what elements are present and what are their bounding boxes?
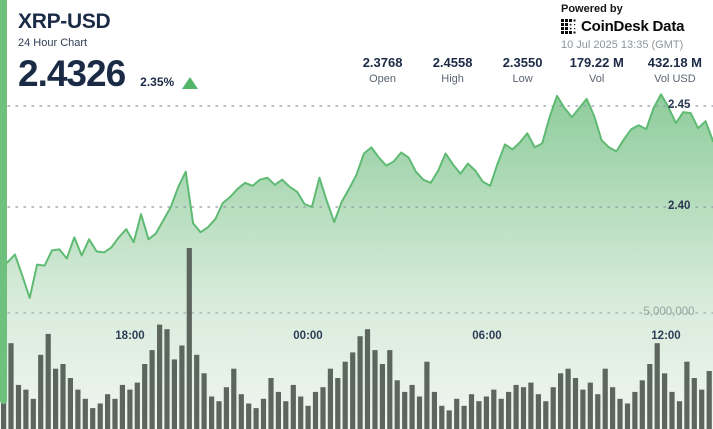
stat-label: High	[441, 73, 464, 85]
stat-value: 432.18 M	[647, 55, 702, 70]
stat-vol-usd: 432.18 M Vol USD	[648, 55, 702, 85]
price-axis-tick-bottom: 2.40	[668, 200, 691, 212]
trend-up-icon	[182, 77, 199, 90]
time-axis-tick: 06:00	[472, 330, 502, 342]
coindesk-brand-link[interactable]: CoinDesk Data	[561, 18, 697, 35]
stat-value: 179.22 M	[569, 55, 624, 70]
ohlcv-stats: 2.3768 Open 2.4558 High 2.3550 Low 179.22 M Vol…	[360, 55, 702, 85]
price-change-percent: 2.35%	[140, 75, 175, 90]
coindesk-logo-icon	[561, 18, 577, 35]
stat-value: 2.4558	[432, 55, 473, 70]
price-row: 2.4326 2.35%	[18, 53, 199, 94]
powered-by-label: Powered by	[561, 3, 623, 15]
stat-label: Open	[369, 73, 397, 85]
stat-open: 2.3768 Open	[360, 55, 406, 85]
coindesk-brand-text: CoinDesk Data	[581, 18, 685, 35]
chart-range-subtitle: 24 Hour Chart	[18, 37, 88, 49]
stat-value: 2.3550	[502, 55, 543, 70]
price-axis-tick-top: 2.45	[668, 99, 691, 111]
stat-label: Vol	[589, 73, 605, 85]
stat-high: 2.4558 High	[430, 55, 476, 85]
chart-timestamp: 10 Jul 2025 13:35 (GMT)	[561, 39, 684, 51]
instrument-title: XRP-USD	[18, 10, 111, 33]
stat-value: 2.3768	[362, 55, 403, 70]
current-price: 2.4326	[18, 53, 126, 94]
stat-vol: 179.22 M Vol	[570, 55, 624, 85]
stat-label: Vol USD	[654, 73, 696, 85]
stat-label: Low	[512, 73, 533, 85]
header: XRP-USD 24 Hour Chart 2.4326 2.35%	[18, 10, 199, 94]
accent-strip	[0, 0, 7, 404]
time-axis-tick: 12:00	[651, 330, 681, 342]
time-axis-tick: 18:00	[115, 330, 145, 342]
stat-low: 2.3550 Low	[500, 55, 546, 85]
time-axis-tick: 00:00	[293, 330, 323, 342]
powered-by-block: Powered by CoinDesk Data 10 Jul 202	[561, 3, 697, 51]
volume-axis-tick: 5,000,000	[643, 306, 695, 318]
